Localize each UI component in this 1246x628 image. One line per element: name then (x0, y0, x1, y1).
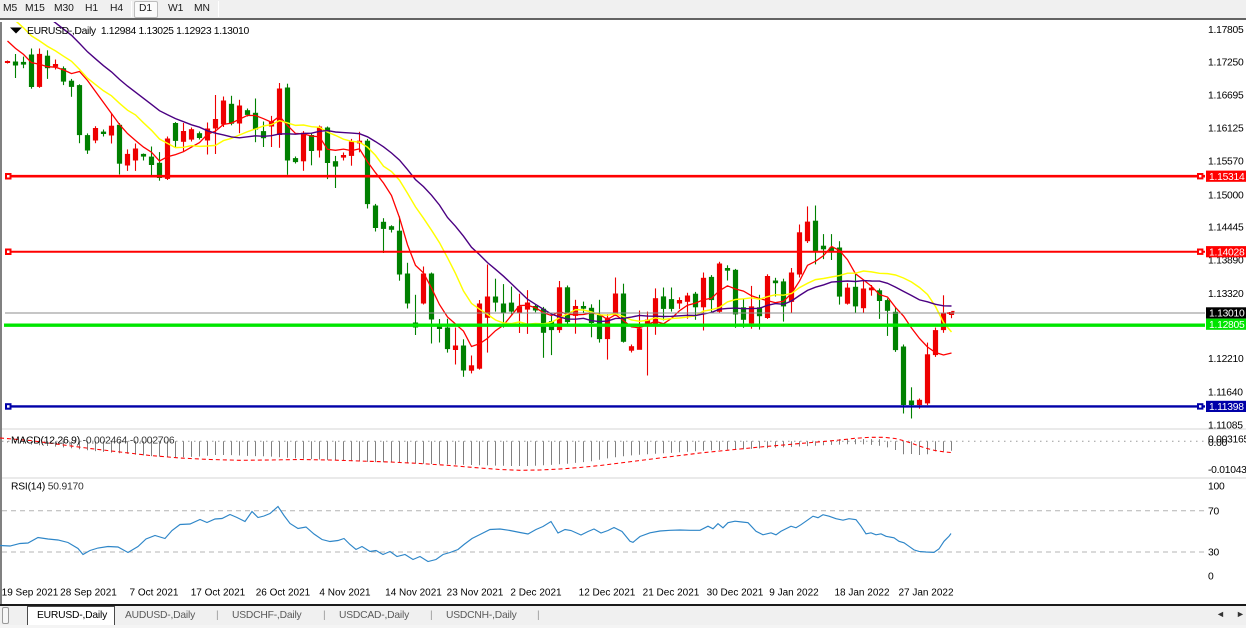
svg-text:1.12210: 1.12210 (1208, 354, 1244, 365)
svg-text:4 Nov 2021: 4 Nov 2021 (319, 587, 371, 598)
svg-text:1.14028: 1.14028 (1209, 247, 1245, 258)
svg-text:1.11640: 1.11640 (1208, 387, 1243, 398)
svg-text:1.11085: 1.11085 (1208, 420, 1243, 431)
svg-text:2 Dec 2021: 2 Dec 2021 (510, 587, 562, 598)
svg-text:17 Oct 2021: 17 Oct 2021 (191, 587, 246, 598)
svg-text:21 Dec 2021: 21 Dec 2021 (643, 587, 700, 598)
svg-text:1.16125: 1.16125 (1208, 123, 1244, 134)
svg-text:26 Oct 2021: 26 Oct 2021 (256, 587, 311, 598)
svg-text:9 Jan 2022: 9 Jan 2022 (769, 587, 819, 598)
svg-text:1.12805: 1.12805 (1209, 319, 1245, 330)
svg-text:1.17250: 1.17250 (1208, 57, 1244, 68)
svg-text:1.11398: 1.11398 (1209, 402, 1244, 413)
svg-text:14 Nov 2021: 14 Nov 2021 (385, 587, 442, 598)
svg-text:1.15314: 1.15314 (1209, 171, 1245, 182)
svg-text:MACD(12,26,9) -0.002464 -0.002: MACD(12,26,9) -0.002464 -0.002706 (11, 435, 175, 446)
svg-text:1.16695: 1.16695 (1208, 90, 1244, 101)
svg-text:23 Nov 2021: 23 Nov 2021 (447, 587, 504, 598)
svg-text:18 Jan 2022: 18 Jan 2022 (834, 587, 889, 598)
svg-text:1.13010: 1.13010 (1209, 308, 1245, 319)
svg-text:EURUSD-,Daily 1.12984 1.13025: EURUSD-,Daily 1.12984 1.13025 1.12923 1.… (27, 26, 249, 37)
svg-text:RSI(14) 50.9170: RSI(14) 50.9170 (11, 481, 84, 492)
svg-text:28 Sep 2021: 28 Sep 2021 (60, 587, 117, 598)
svg-text:27 Jan 2022: 27 Jan 2022 (898, 587, 953, 598)
svg-text:70: 70 (1208, 506, 1219, 517)
svg-text:1.15570: 1.15570 (1208, 156, 1244, 167)
svg-text:19 Sep 2021: 19 Sep 2021 (2, 587, 59, 598)
svg-text:1.13890: 1.13890 (1208, 255, 1244, 266)
svg-text:0: 0 (1208, 571, 1214, 582)
svg-text:30: 30 (1208, 547, 1219, 558)
svg-text:12 Dec 2021: 12 Dec 2021 (579, 587, 636, 598)
svg-text:7 Oct 2021: 7 Oct 2021 (130, 587, 179, 598)
svg-text:100: 100 (1208, 481, 1225, 492)
svg-text:30 Dec 2021: 30 Dec 2021 (707, 587, 764, 598)
svg-text:1.17805: 1.17805 (1208, 25, 1244, 36)
svg-text:0.003165: 0.003165 (1208, 434, 1246, 445)
svg-text:1.15000: 1.15000 (1208, 190, 1244, 201)
svg-text:0.00: 0.00 (1208, 437, 1228, 448)
svg-text:1.13320: 1.13320 (1208, 288, 1244, 299)
svg-text:1.14445: 1.14445 (1208, 222, 1244, 233)
